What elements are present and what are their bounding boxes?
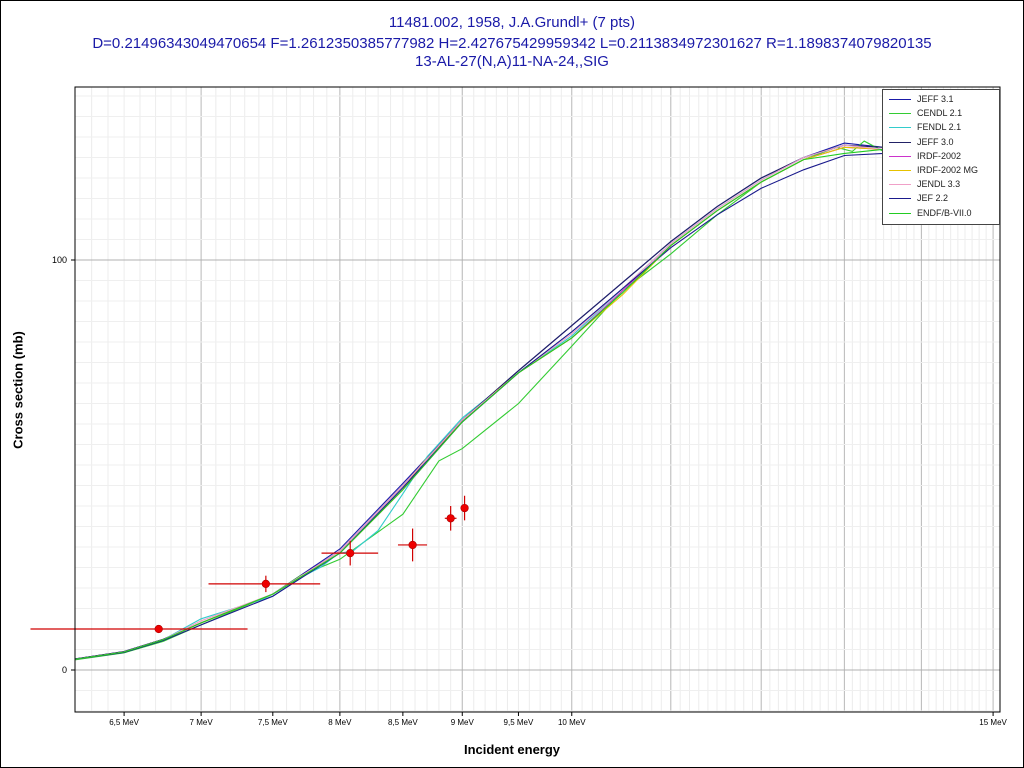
series-line-jeff-3-1 — [75, 142, 1000, 660]
x-tick-label: 7 MeV — [190, 718, 214, 727]
series-line-jeff-3-0 — [75, 144, 1000, 660]
legend-item: JENDL 3.3 — [883, 178, 999, 192]
chart-subtitle-parameters: D=0.21496343049470654 F=1.26123503857779… — [92, 35, 932, 52]
y-axis-ticks: 100 0 — [52, 255, 75, 675]
data-point — [208, 575, 321, 593]
x-axis-label: Incident energy — [463, 742, 561, 757]
data-point-marker — [408, 540, 417, 550]
data-point — [460, 495, 469, 521]
x-tick-label: 8,5 MeV — [388, 718, 418, 727]
legend-swatch — [889, 99, 911, 100]
series-line-jef-2-2 — [75, 152, 1000, 660]
data-point — [397, 528, 428, 562]
legend-swatch — [889, 184, 911, 186]
legend-item: CENDL 2.1 — [883, 107, 999, 121]
legend-item: IRDF-2002 — [883, 150, 999, 164]
chart-title: 11481.002, 1958, J.A.Grundl+ (7 pts) — [388, 14, 636, 31]
data-point-marker — [261, 579, 270, 589]
series-line-fendl-2-1 — [75, 144, 1000, 660]
legend-swatch — [889, 198, 911, 200]
legend-label: JEFF 3.0 — [917, 136, 954, 147]
x-tick-label: 15 MeV — [979, 718, 1007, 727]
x-tick-label: 10 MeV — [558, 718, 586, 727]
data-point-marker — [460, 503, 469, 513]
legend-item: JEF 2.2 — [883, 192, 999, 206]
data-point-marker — [154, 624, 163, 634]
x-tick-label: 7,5 MeV — [258, 718, 288, 727]
data-point — [321, 540, 379, 566]
series-line-jendl-3-3 — [75, 144, 1000, 660]
chart-subtitle-reaction: 13-AL-27(N,A)11-NA-24,,SIG — [415, 53, 609, 70]
x-tick-label: 9 MeV — [451, 718, 475, 727]
legend-item: ENDF/B-VII.0 — [883, 207, 999, 221]
plot-area-border — [74, 86, 1001, 713]
data-point — [30, 624, 248, 634]
legend-label: CENDL 2.1 — [917, 108, 963, 119]
x-tick-label: 6,5 MeV — [109, 718, 139, 727]
series-lines — [75, 140, 1000, 661]
series-line-endf-b-vii-0 — [75, 148, 1000, 660]
legend-label: ENDF/B-VII.0 — [917, 207, 972, 218]
legend-label: JENDL 3.3 — [917, 179, 961, 190]
x-tick-label: 8 MeV — [328, 718, 352, 727]
data-point-marker — [346, 549, 355, 558]
legend-label: JEF 2.2 — [917, 193, 949, 204]
legend-swatch — [889, 155, 911, 157]
legend-swatch — [889, 113, 911, 115]
x-tick-label: 9,5 MeV — [504, 718, 534, 727]
legend-label: IRDF-2002 MG — [917, 165, 979, 175]
data-point — [444, 506, 457, 531]
data-point-marker — [446, 514, 455, 523]
y-axis-label: Cross section (mb) — [10, 331, 26, 449]
y-tick-label: 100 — [52, 255, 67, 265]
legend-label: IRDF-2002 — [917, 150, 962, 161]
legend-item: FENDL 2.1 — [883, 121, 999, 135]
chart-legend: JEFF 3.1 CENDL 2.1 FENDL 2.1 JEFF 3.0 IRDF-2… — [882, 89, 1000, 225]
legend-swatch — [889, 170, 911, 171]
legend-swatch — [889, 212, 911, 214]
legend-item: JEFF 3.0 — [883, 136, 999, 150]
legend-label: JEFF 3.1 — [917, 94, 954, 104]
legend-item: JEFF 3.1 — [883, 93, 999, 107]
experimental-points — [30, 495, 469, 634]
legend-label: FENDL 2.1 — [917, 122, 962, 133]
legend-swatch — [889, 127, 911, 129]
grid-lines — [75, 87, 1000, 712]
legend-swatch — [889, 141, 911, 143]
legend-item: IRDF-2002 MG — [883, 164, 999, 178]
x-axis-ticks: 6,5 MeV 7 MeV 7,5 MeV 8 MeV 8,5 MeV 9 MeV 9,5 … — [109, 712, 1008, 727]
y-tick-label: 0 — [62, 665, 67, 675]
